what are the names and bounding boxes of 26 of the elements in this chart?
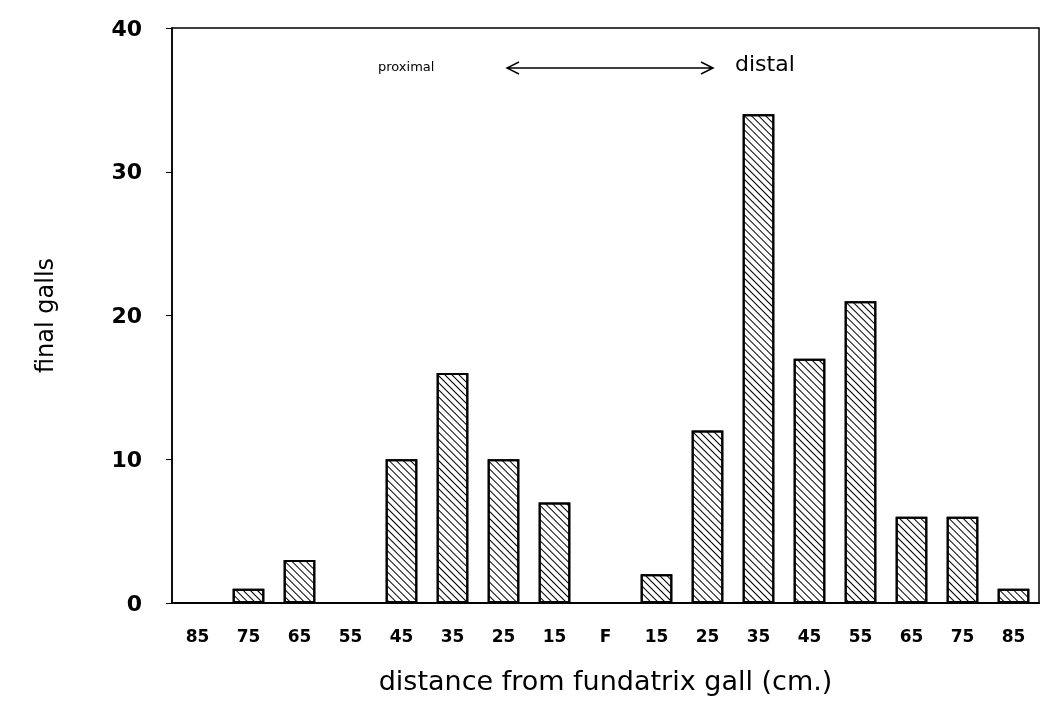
x-tick-label: 15 [644, 625, 669, 646]
y-tick-label: 10 [111, 446, 142, 472]
x-tick-label: 25 [695, 625, 720, 646]
annotation: distal [735, 50, 795, 76]
x-tick-label: 25 [491, 625, 516, 646]
x-tick-label: 55 [338, 625, 363, 646]
x-tick-label: 85 [1001, 625, 1026, 646]
x-tick-label: 85 [185, 625, 210, 646]
x-axis-title: distance from fundatrix gall (cm.) [378, 665, 833, 696]
x-tick-label: 15 [542, 625, 567, 646]
y-tick-label: 0 [126, 590, 142, 616]
y-axis-title: final galls [31, 257, 59, 374]
x-tick-label: 65 [899, 625, 924, 646]
x-tick-label: 75 [236, 625, 261, 646]
x-tick-label: F [599, 625, 612, 646]
annotation: proximal [378, 59, 435, 74]
y-tick-label: 40 [111, 15, 142, 41]
x-tick-label: 75 [950, 625, 975, 646]
x-tick-label: 35 [746, 625, 771, 646]
x-tick-label: 45 [389, 625, 414, 646]
y-tick-label: 20 [111, 303, 142, 328]
y-tick-label: 30 [111, 159, 142, 185]
x-tick-label: 65 [287, 625, 312, 646]
x-tick-label: 35 [440, 625, 465, 646]
x-tick-label: 55 [848, 625, 873, 646]
x-tick-label: 45 [797, 625, 822, 646]
